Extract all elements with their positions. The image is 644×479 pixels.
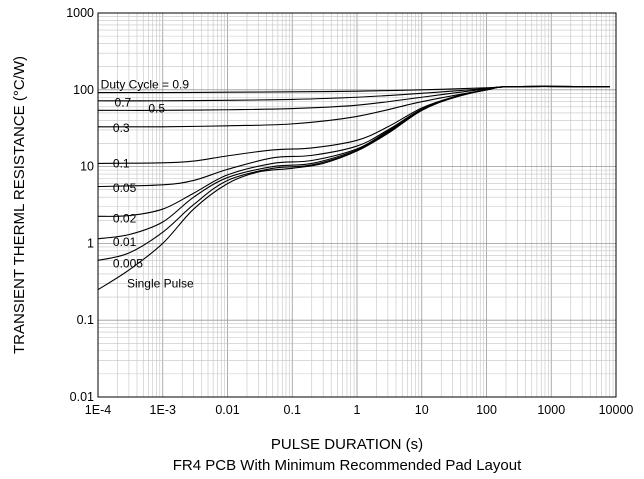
series-label: 0.7 <box>115 96 132 110</box>
x-tick-label: 1 <box>354 403 361 417</box>
y-tick-labels: 0.01 0.1 1 10 100 1000 <box>66 6 94 404</box>
series-label: 0.005 <box>113 256 143 270</box>
series-label: Duty Cycle = 0.9 <box>101 77 190 91</box>
y-tick-label: 1000 <box>66 6 94 20</box>
x-tick-label: 1E-3 <box>150 403 176 417</box>
chart-subtitle: FR4 PCB With Minimum Recommended Pad Lay… <box>173 457 522 474</box>
y-tick-label: 0.01 <box>70 390 94 404</box>
series-label: Single Pulse <box>127 277 194 291</box>
x-axis-label: PULSE DURATION (s) <box>271 436 423 453</box>
x-tick-label: 100 <box>476 403 497 417</box>
x-tick-label: 10 <box>415 403 429 417</box>
series-label: 0.05 <box>113 181 137 195</box>
x-tick-label: 1E-4 <box>85 403 111 417</box>
y-tick-label: 1 <box>87 236 94 250</box>
plot-frame <box>97 12 617 398</box>
y-tick-label: 0.1 <box>77 313 94 327</box>
series-label: 0.02 <box>113 212 137 226</box>
y-tick-label: 10 <box>80 160 94 174</box>
series-label: 0.1 <box>113 156 130 170</box>
series-label: 0.5 <box>148 102 165 116</box>
series-label: 0.3 <box>113 121 130 135</box>
curves <box>97 85 610 291</box>
curve-labels: Duty Cycle = 0.9 0.7 0.5 0.3 0.1 0.05 0.02 0.01… <box>101 77 194 290</box>
x-tick-label: 0.1 <box>284 403 301 417</box>
y-tick-label: 100 <box>73 83 94 97</box>
x-tick-label: 0.01 <box>215 403 239 417</box>
series-label: 0.01 <box>113 235 137 249</box>
grid <box>97 13 616 398</box>
x-tick-label: 10000 <box>599 403 634 417</box>
series-line <box>97 85 610 291</box>
x-tick-label: 1000 <box>537 403 565 417</box>
x-tick-labels: 1E-4 1E-3 0.01 0.1 1 10 100 1000 10000 <box>85 403 634 417</box>
y-axis-label: TRANSIENT THERML RESISTANCE (°C/W) <box>11 56 28 354</box>
